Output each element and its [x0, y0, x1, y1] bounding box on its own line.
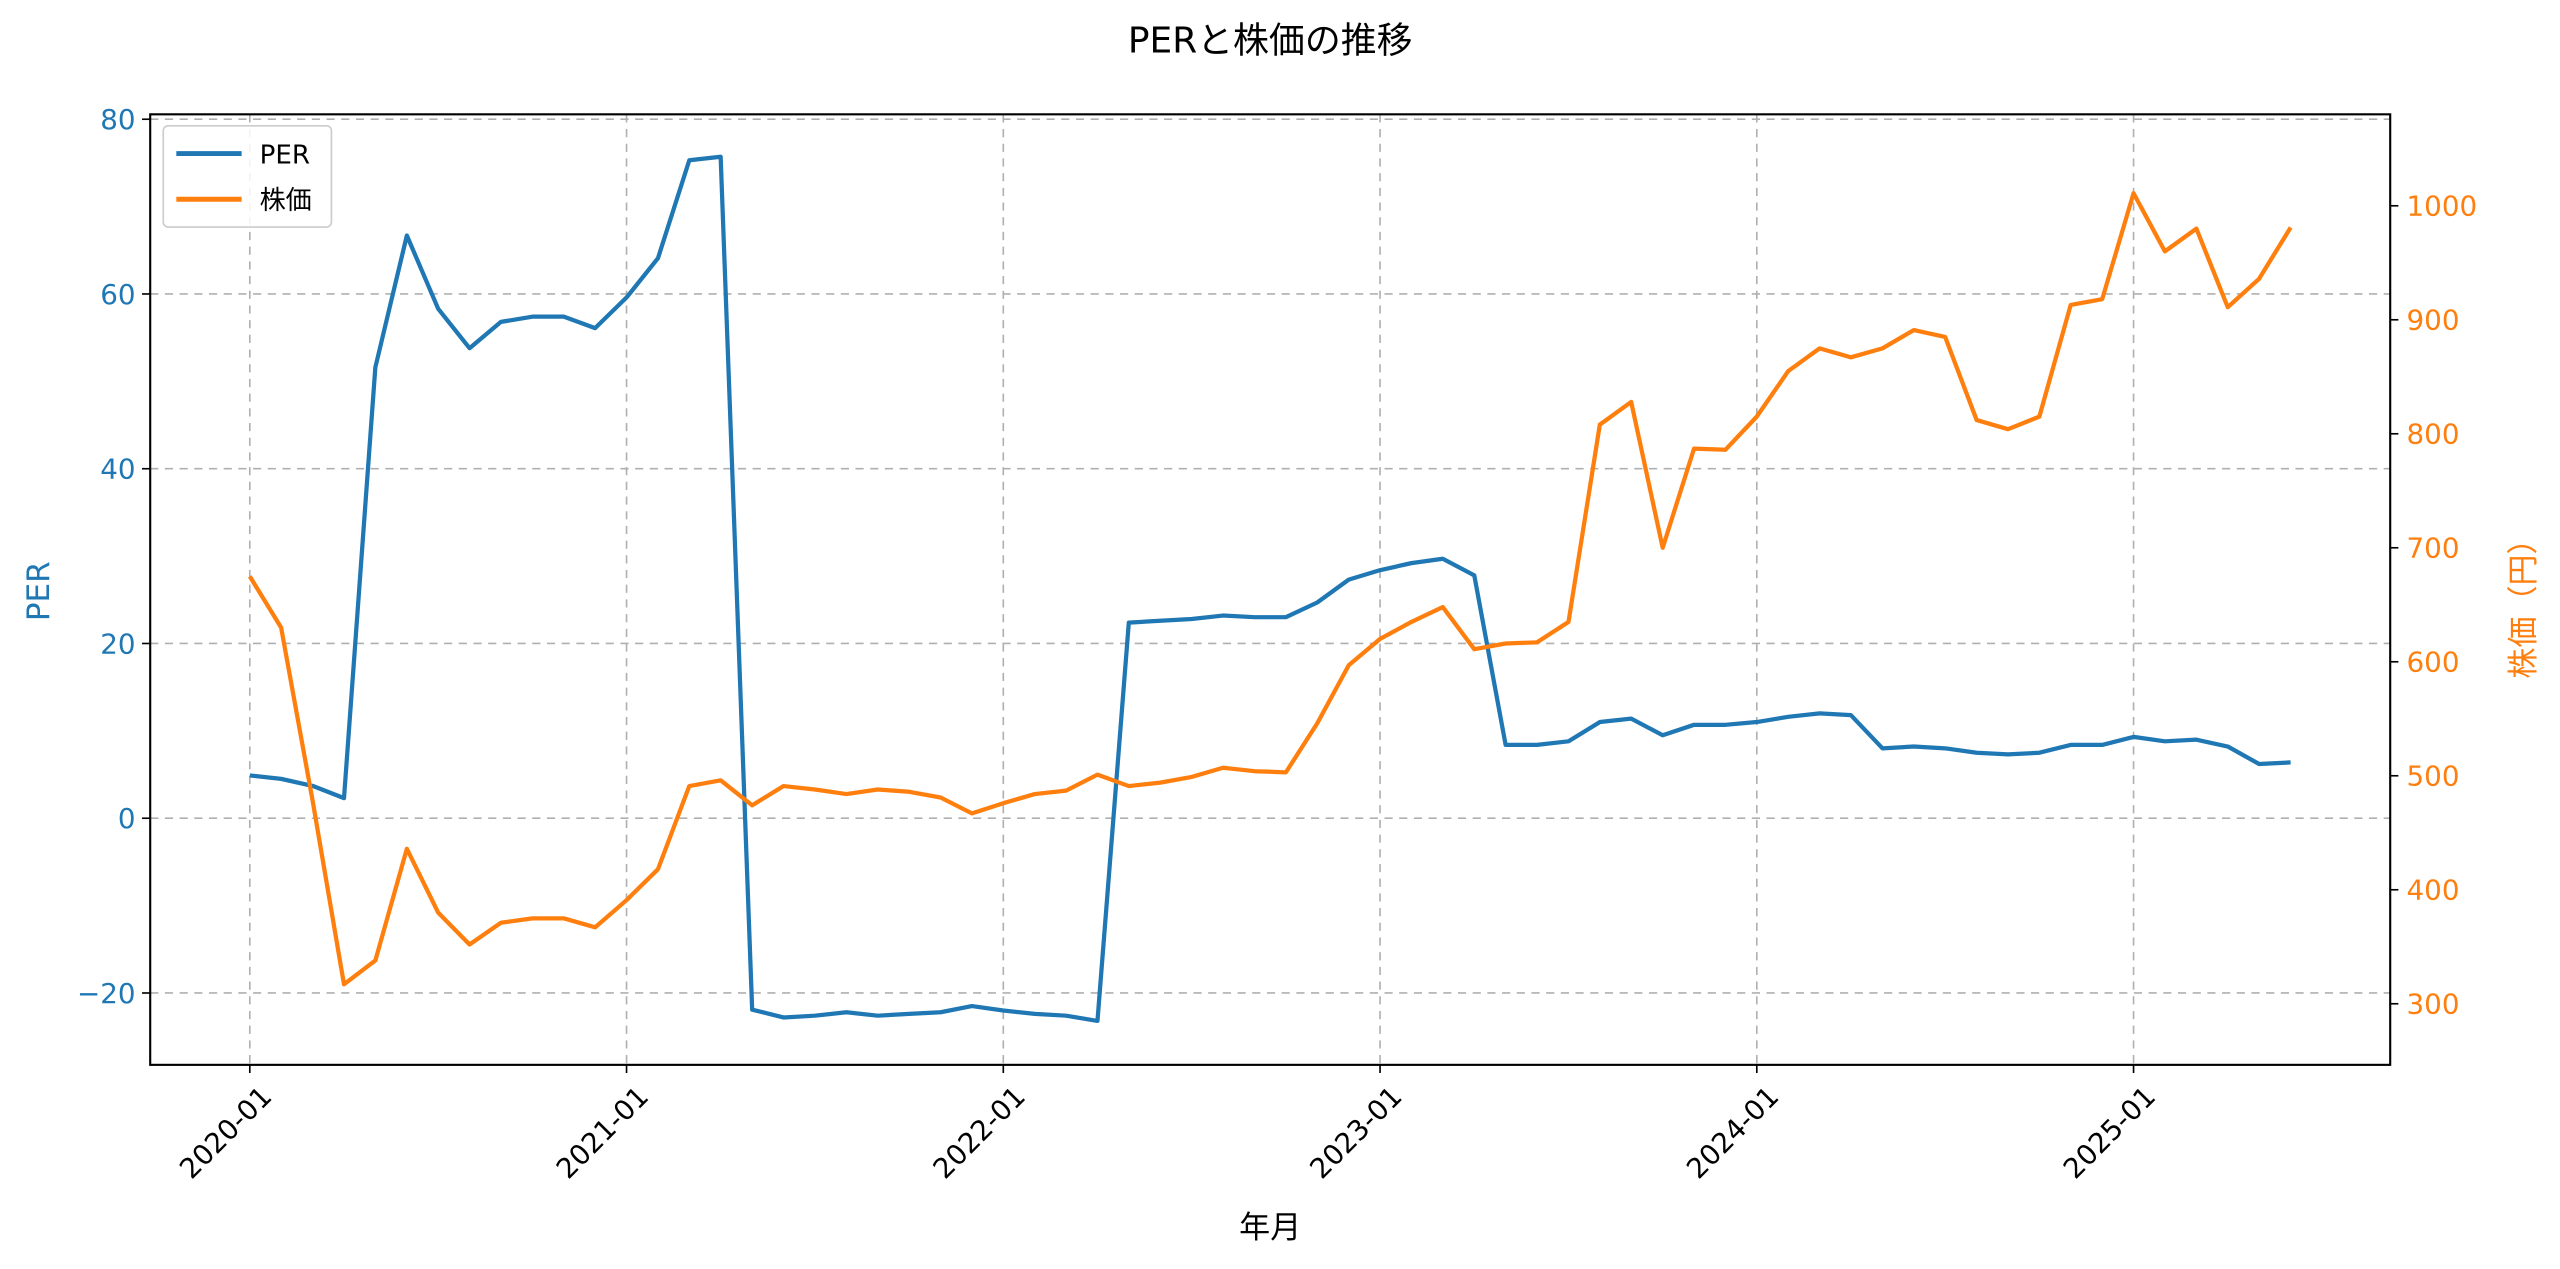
- y-left-tick-label: 80: [100, 103, 135, 136]
- y-axis-right-label: 株価（円）: [2506, 523, 2542, 678]
- x-tick-label: 2020-01: [173, 1080, 278, 1185]
- y-right-tick-label: 800: [2407, 418, 2460, 451]
- y-axis-left: −20 0 20 40 60 80: [77, 103, 151, 1010]
- series-lines: [247, 154, 2293, 1024]
- y-right-tick-label: 600: [2407, 646, 2460, 679]
- x-tick-label: 2025-01: [2057, 1080, 2162, 1185]
- legend-per-label: PER: [260, 140, 310, 170]
- y-axis-left-label: PER: [21, 561, 57, 621]
- y-right-tick-label: 700: [2407, 532, 2460, 565]
- y-right-tick-label: 500: [2407, 760, 2460, 793]
- plot-frame: [149, 113, 2392, 1066]
- y-right-tick-label: 1000: [2407, 190, 2478, 223]
- price-line: [247, 191, 2293, 987]
- legend: PER 株価: [162, 124, 333, 228]
- y-axis-right: 300 400 500 600 700 800 900 1000: [2390, 190, 2477, 1021]
- chart-title: PERと株価の推移: [1128, 20, 1413, 61]
- grid-lines: [150, 114, 2391, 1065]
- x-tick-label: 2022-01: [926, 1080, 1031, 1185]
- y-right-tick-label: 900: [2407, 304, 2460, 337]
- y-left-tick-label: −20: [77, 977, 136, 1010]
- x-tick-label: 2021-01: [550, 1080, 655, 1185]
- y-right-tick-label: 400: [2407, 874, 2460, 907]
- legend-price-label: 株価: [260, 186, 312, 216]
- x-axis: 2020-01 2021-01 2022-01 2023-01 2024-01 2025-…: [173, 1064, 2162, 1185]
- y-right-tick-label: 300: [2407, 988, 2460, 1021]
- y-left-tick-label: 60: [100, 278, 135, 311]
- x-axis-label: 年月: [1239, 1210, 1301, 1246]
- y-left-tick-label: 0: [118, 802, 136, 835]
- x-tick-label: 2023-01: [1303, 1080, 1408, 1185]
- per-line: [249, 154, 2291, 1024]
- y-left-tick-label: 40: [100, 453, 135, 486]
- x-tick-label: 2024-01: [1680, 1080, 1785, 1185]
- y-left-tick-label: 20: [100, 627, 135, 660]
